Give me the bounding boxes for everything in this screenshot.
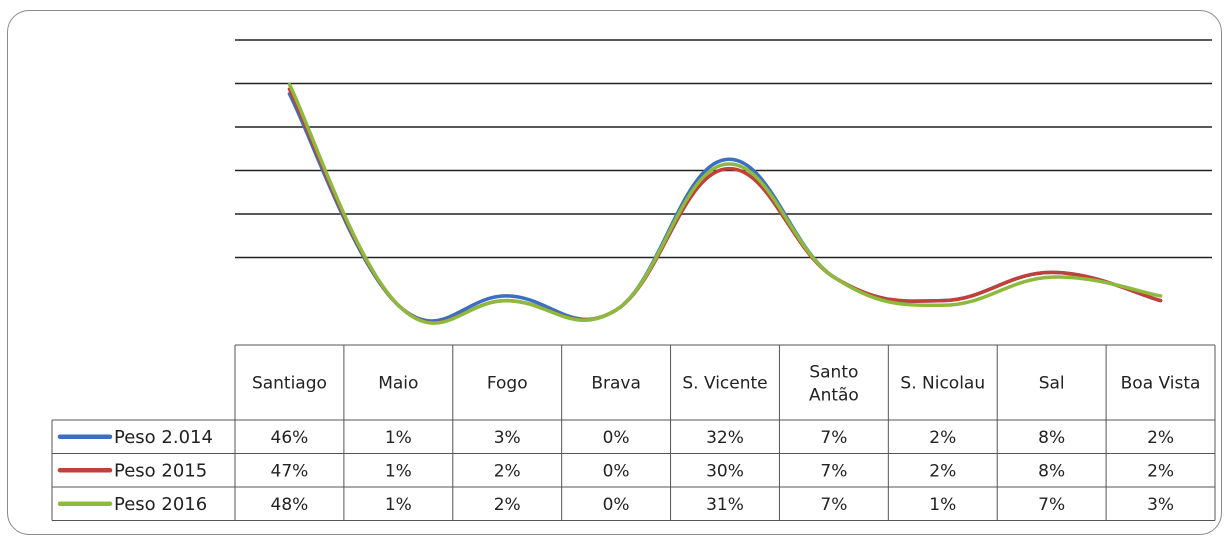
data-label: 0% <box>603 495 630 515</box>
category-label: Santiago <box>252 374 327 394</box>
series-line-1 <box>287 92 1163 323</box>
data-label: 31% <box>706 495 744 515</box>
data-label: 7% <box>820 428 847 448</box>
data-label: 7% <box>820 461 847 481</box>
data-label: 8% <box>1038 461 1065 481</box>
data-label: 2% <box>929 461 956 481</box>
gridlines <box>235 39 1212 259</box>
category-label: Sal <box>1039 374 1065 394</box>
series-line-2 <box>287 87 1163 325</box>
category-label: Brava <box>591 374 641 394</box>
data-label: 32% <box>706 428 744 448</box>
data-label: 7% <box>1038 495 1065 515</box>
category-label: Fogo <box>487 374 528 394</box>
legend-label: Peso 2015 <box>114 460 207 481</box>
data-label: 48% <box>271 495 309 515</box>
data-table: Santiago Maio Fogo Brava S. Vicente Santo Antã… <box>51 344 1216 521</box>
chart-frame <box>7 10 1222 535</box>
category-label: S. Vicente <box>682 374 767 394</box>
series-lines <box>287 82 1163 325</box>
data-label: 0% <box>603 428 630 448</box>
data-label: 1% <box>385 495 412 515</box>
data-label: 2% <box>494 461 521 481</box>
data-label: 30% <box>706 461 744 481</box>
data-label: 46% <box>271 428 309 448</box>
data-label: 2% <box>929 428 956 448</box>
category-label: Boa Vista <box>1121 374 1201 394</box>
data-label: 1% <box>929 495 956 515</box>
category-label: Maio <box>378 374 418 394</box>
legend-label: Peso 2.014 <box>114 427 213 448</box>
data-label: 1% <box>385 428 412 448</box>
series-line-3 <box>287 82 1163 325</box>
data-label: 7% <box>820 495 847 515</box>
data-label: 2% <box>1147 461 1174 481</box>
data-label: 2% <box>1147 428 1174 448</box>
data-label: 3% <box>494 428 521 448</box>
data-label: 2% <box>494 495 521 515</box>
legend-label: Peso 2016 <box>114 494 207 515</box>
category-label: S. Nicolau <box>900 374 985 394</box>
data-label: 47% <box>271 461 309 481</box>
data-label: 1% <box>385 461 412 481</box>
data-label: 0% <box>603 461 630 481</box>
category-label: Santo Antão <box>809 363 859 406</box>
data-label: 8% <box>1038 428 1065 448</box>
data-label: 3% <box>1147 495 1174 515</box>
